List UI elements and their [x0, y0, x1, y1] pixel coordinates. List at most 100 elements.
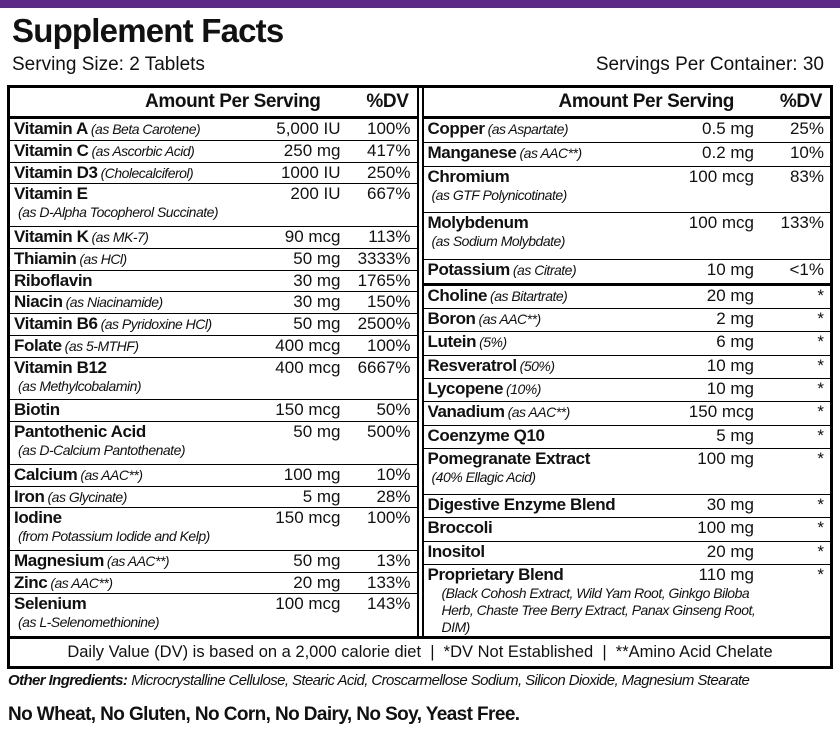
name: Coenzyme Q10: [427, 425, 545, 445]
nutrient-row: Potassium (as Citrate) 10 mg <1%: [424, 260, 831, 283]
column-header: Amount Per Serving %DV: [423, 88, 830, 119]
facts-table: Amount Per Serving %DV Vitamin A (as Beta C…: [7, 85, 833, 669]
name: Biotin: [14, 400, 60, 420]
nutrient-row: Boron (as AAC**) 2 mg *: [423, 309, 830, 333]
amount: 10 mg: [706, 259, 754, 279]
daily-value: 25%: [789, 119, 824, 138]
name: Niacin: [14, 292, 63, 312]
name: Manganese: [427, 142, 517, 162]
row-line: Inositol 20 mg *: [428, 542, 825, 562]
row-line: Pantothenic Acid 50 mg 500%: [14, 422, 411, 442]
amount: 250 mg: [283, 140, 341, 160]
daily-value: 13%: [376, 550, 411, 570]
nutrient-row: Pantothenic Acid 50 mg 500% (as D-Calcium P…: [10, 422, 417, 465]
daily-value: *: [817, 494, 824, 514]
source: (50%): [519, 357, 555, 374]
source-note: (40% Ellagic Acid): [431, 469, 537, 486]
daily-value: <1%: [789, 259, 825, 279]
row-line: Vanadium (as AAC**) 150 mcg *: [428, 402, 825, 422]
column: Amount Per Serving %DV Copper (as Aspartate…: [421, 88, 831, 636]
nutrient-name: Niacin (as Niacinamide): [14, 292, 251, 312]
source: (as AAC**): [50, 574, 113, 591]
source: (as Beta Carotene): [90, 121, 201, 137]
row-line: Iron (as Glycinate) 5 mg 28%: [14, 487, 411, 507]
name: Broccoli: [427, 518, 493, 538]
other-ingredients-text: Microcrystalline Cellulose, Stearic Acid…: [131, 672, 750, 689]
nutrient-name: Thiamin (as HCl): [14, 249, 251, 269]
name: Vitamin D3: [14, 162, 98, 182]
row-line: Potassium (as Citrate) 10 mg <1%: [428, 260, 825, 280]
daily-value: *: [817, 541, 824, 561]
source: (as Aspartate): [487, 121, 569, 137]
amount: 50 mg: [293, 248, 341, 268]
amount: 100 mg: [283, 464, 341, 484]
nutrient-name: Vitamin E: [14, 184, 251, 204]
daily-value: *: [817, 449, 824, 469]
other-ingredients-label: Other Ingredients:: [8, 672, 128, 689]
daily-value: 100%: [367, 508, 411, 528]
name: Pantothenic Acid: [14, 422, 146, 442]
nutrient-name: Manganese (as AAC**): [428, 143, 665, 163]
row-line: Vitamin B12 400 mcg 6667%: [14, 358, 411, 378]
nutrient-name: Lutein (5%): [428, 332, 665, 352]
name: Lycopene: [427, 379, 504, 399]
nutrient-name: Copper (as Aspartate): [428, 119, 665, 139]
row-line: Folate (as 5-MTHF) 400 mcg 100%: [14, 336, 411, 356]
amount: 10 mg: [706, 379, 754, 399]
nutrient-name: Vitamin K (as MK-7): [14, 227, 251, 247]
row-line: Vitamin A (as Beta Carotene) 5,000 IU 100%: [14, 119, 411, 139]
row-line: Lutein (5%) 6 mg *: [428, 332, 825, 352]
source-note: (as D-Alpha Tocopherol Succinate): [18, 204, 219, 221]
row-line: Proprietary Blend 110 mg *: [428, 565, 825, 585]
daily-value: 10%: [376, 464, 411, 484]
column: Amount Per Serving %DV Vitamin A (as Beta C…: [10, 88, 419, 636]
source: (5%): [479, 334, 507, 351]
amount: 10 mg: [706, 355, 754, 375]
daily-value: 133%: [367, 572, 411, 592]
amount: 0.5 mg: [702, 119, 754, 138]
nutrient-name: Selenium: [14, 594, 251, 614]
nutrient-row: Folate (as 5-MTHF) 400 mcg 100%: [10, 336, 417, 358]
name: Iodine: [14, 508, 62, 528]
row-line: Digestive Enzyme Blend 30 mg *: [428, 495, 825, 515]
amount: 90 mcg: [284, 226, 341, 246]
amount: 100 mcg: [688, 166, 754, 186]
nutrient-row: Magnesium (as AAC**) 50 mg 13%: [10, 551, 417, 573]
daily-value: 2500%: [357, 314, 411, 334]
nutrient-name: Boron (as AAC**): [428, 309, 665, 329]
amount: 100 mcg: [688, 213, 754, 233]
daily-value: *: [817, 425, 824, 445]
source: (Cholecalciferol): [100, 164, 194, 181]
source: (as AAC**): [478, 310, 542, 327]
daily-value: *: [817, 565, 824, 585]
daily-value: 28%: [376, 486, 411, 506]
row-group: Choline (as Bitartrate) 20 mg * Boron (as AAC…: [423, 282, 830, 636]
name: Choline: [427, 285, 488, 305]
nutrient-row: Riboflavin 30 mg 1765%: [10, 271, 417, 293]
source-note: (as Methylcobalamin): [18, 377, 142, 394]
nutrient-row: Vitamin C (as Ascorbic Acid) 250 mg 417%: [10, 141, 417, 163]
daily-value: *: [817, 402, 824, 422]
amount: 100 mcg: [275, 594, 341, 614]
row-line: Pomegranate Extract 100 mg *: [428, 449, 825, 469]
nutrient-row: Manganese (as AAC**) 0.2 mg 10%: [423, 143, 830, 167]
amount: 150 mcg: [275, 508, 341, 528]
source-note: (as L-Selenomethionine): [18, 614, 160, 631]
column-header: Amount Per Serving %DV: [10, 88, 417, 119]
name: Selenium: [14, 594, 87, 614]
amount: 200 IU: [290, 184, 341, 204]
title: Supplement Facts: [12, 12, 284, 49]
nutrient-row: Molybdenum 100 mcg 133% (as Sodium Molybdat…: [423, 213, 830, 260]
row-group: Vitamin A (as Beta Carotene) 5,000 IU 100% V…: [10, 119, 417, 636]
source: (as AAC**): [519, 144, 583, 161]
row-line: Vitamin K (as MK-7) 90 mcg 113%: [14, 227, 411, 247]
name: Calcium: [14, 464, 78, 484]
name: Vitamin E: [14, 184, 88, 204]
row-line: Molybdenum 100 mcg 133%: [428, 213, 825, 233]
name: Vitamin K: [14, 226, 89, 246]
name: Iron: [14, 486, 45, 506]
amount: 50 mg: [293, 314, 341, 334]
amount: 110 mg: [698, 565, 754, 585]
row-line: Biotin 150 mcg 50%: [14, 400, 411, 420]
nutrient-row: Calcium (as AAC**) 100 mg 10%: [10, 465, 417, 487]
